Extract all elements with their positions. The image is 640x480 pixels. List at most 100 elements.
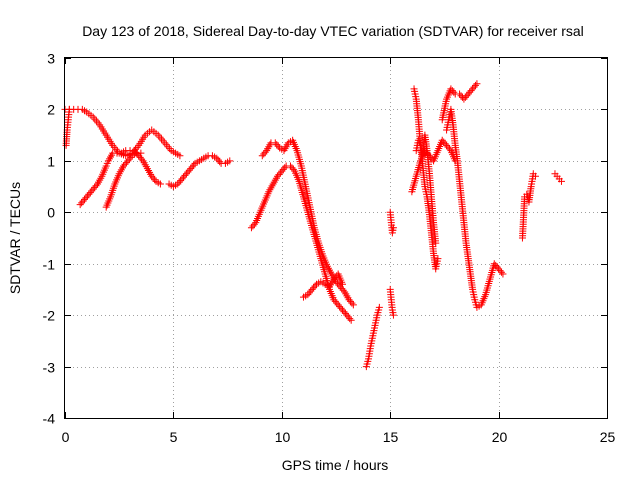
y-tick-label: 3 (47, 51, 55, 67)
data-point (344, 313, 352, 321)
data-point (166, 145, 174, 153)
data-point (76, 201, 84, 209)
data-point (78, 199, 86, 207)
data-point (83, 192, 91, 200)
y-axis-label: SDTVAR / TECUs (7, 182, 23, 294)
plot-frame (64, 57, 608, 419)
data-point (180, 173, 188, 181)
data-point (448, 87, 456, 95)
data-point (213, 154, 221, 162)
data-point (127, 153, 135, 161)
data-point (137, 149, 145, 157)
data-point (216, 158, 224, 166)
data-point (389, 311, 397, 319)
data-point (493, 263, 501, 271)
data-point (471, 81, 479, 89)
data-point (432, 239, 440, 247)
data-point (330, 275, 338, 283)
data-point (330, 296, 338, 304)
data-point (421, 147, 429, 155)
data-point (176, 152, 184, 160)
y-tick-label: -1 (43, 257, 56, 273)
x-tick-label: 20 (492, 429, 508, 445)
x-tick-label: 10 (275, 429, 291, 445)
data-point (92, 182, 100, 190)
data-point (112, 145, 120, 153)
data-point (157, 135, 165, 143)
data-point (273, 172, 281, 180)
data-point (164, 143, 172, 151)
data-point (174, 180, 182, 188)
data-point (337, 304, 345, 312)
data-point (271, 139, 279, 147)
data-point (310, 284, 318, 292)
data-point (82, 194, 90, 202)
data-point (85, 190, 93, 198)
data-point (348, 299, 356, 307)
data-point (311, 282, 319, 290)
data-point (447, 85, 455, 93)
data-point (492, 261, 500, 269)
data-point (136, 153, 144, 161)
grid-layer (65, 58, 607, 418)
data-point (304, 291, 312, 299)
data-point (333, 299, 341, 307)
data-point (470, 83, 478, 91)
data-point (438, 136, 446, 144)
data-point (91, 115, 99, 123)
data-point (467, 87, 475, 95)
data-point (460, 95, 468, 103)
data-point (278, 167, 286, 175)
data-point (175, 178, 183, 186)
data-point (86, 189, 94, 197)
data-point (185, 166, 193, 174)
data-point (334, 301, 342, 309)
y-tick-label: -2 (43, 308, 56, 324)
data-point (336, 303, 344, 311)
data-point (464, 90, 472, 98)
data-point (425, 152, 433, 160)
data-point (120, 162, 128, 170)
y-tick-label: 1 (47, 154, 55, 170)
data-point (347, 316, 355, 324)
data-point (91, 183, 99, 191)
data-point (92, 117, 100, 125)
y-tick-label: -3 (43, 360, 56, 376)
data-point (497, 268, 505, 276)
data-point (275, 171, 283, 179)
data-point (124, 157, 132, 165)
data-point (340, 308, 348, 316)
y-tick-label: -4 (43, 411, 56, 427)
data-point (161, 139, 169, 147)
data-point (151, 176, 159, 184)
data-point (188, 163, 196, 171)
data-point (274, 142, 282, 150)
data-point (499, 270, 507, 278)
x-axis-label: GPS time / hours (282, 457, 389, 473)
data-point (184, 168, 192, 176)
data-point (288, 164, 296, 172)
data-point (456, 90, 464, 98)
data-point (341, 309, 349, 317)
data-point (343, 311, 351, 319)
data-point (450, 88, 458, 96)
data-point (178, 175, 186, 183)
data-point (434, 255, 442, 263)
data-point (249, 222, 257, 230)
data-point (258, 152, 266, 160)
data-point (247, 224, 255, 232)
data-point (496, 267, 504, 275)
data-point (389, 224, 397, 232)
data-point (490, 260, 498, 268)
tick-layer: 0 5 10 15 20 25 -4 -3 -2 -1 0 1 2 3 (43, 51, 616, 446)
data-point (346, 315, 354, 323)
x-tick-label: 25 (600, 429, 616, 445)
chart-title: Day 123 of 2018, Sidereal Day-to-day VTE… (82, 23, 584, 39)
data-point (260, 150, 268, 158)
data-point (159, 137, 167, 145)
data-point (331, 297, 339, 305)
data-point (345, 296, 353, 304)
data-point (339, 306, 347, 314)
y-tick-label: 2 (47, 102, 55, 118)
